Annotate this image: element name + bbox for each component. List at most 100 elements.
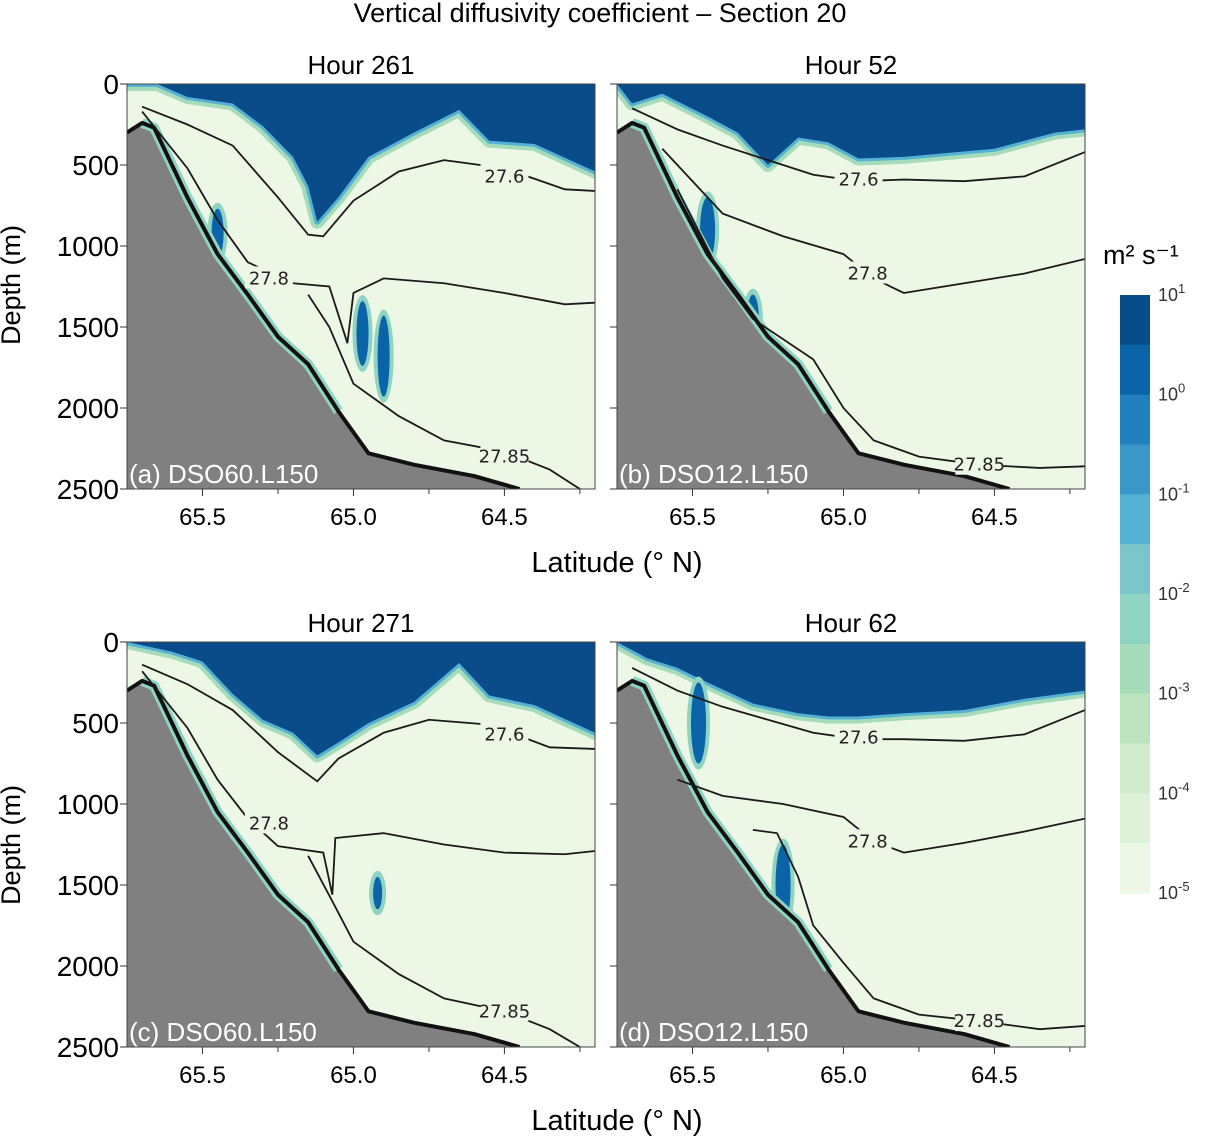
contour-label-bg [480,164,529,187]
diffusivity-patch [373,876,383,910]
y-tick-label: 500 [72,708,119,739]
contour-label-bg [834,167,883,190]
plot-area: 27.6 27.8 27.85 [617,642,1085,1047]
panel-2: 27.6 27.8 27.85 Hour 52 (b) DSO12.L150 65.5 65… [610,50,1086,531]
panel-label: (a) DSO60.L150 [129,459,318,489]
seafloor-outline [617,120,1011,489]
y-tick-label: 2000 [57,393,119,424]
panel-title: Hour 271 [308,608,415,638]
colorbar-tick-label: 10-3 [1158,680,1190,704]
contour-label-bg [834,725,883,748]
colorbar-segment [1120,693,1150,744]
x-tick-label: 65.0 [330,1062,377,1089]
panel-label: (d) DSO12.L150 [619,1017,808,1047]
contour-label: 27.85 [954,455,1006,476]
panel-label: (b) DSO12.L150 [619,459,808,489]
contour-label: 27.8 [848,831,888,852]
colorbar-tick-label: 10-4 [1158,779,1190,803]
plot-area: 27.6 27.8 27.85 [617,84,1085,489]
surface-mixed-layer [617,84,1085,165]
seafloor [617,122,1010,489]
colorbar-segment [1120,843,1150,894]
diffusivity-patch [690,682,707,764]
surface-mixed-layer [617,642,1085,717]
x-tick-label: 65.5 [179,504,226,531]
x-tick-label: 64.5 [481,504,528,531]
y-tick-label: 2500 [57,1032,119,1063]
y-tick-label: 500 [72,150,119,181]
y-tick-label: 1000 [57,789,119,820]
isopycnal-27.8 [141,110,595,344]
isopycnal-27.85 [676,188,1085,469]
seafloor [127,680,520,1047]
x-tick-label: 65.5 [179,1062,226,1089]
colorbar-label: m² s⁻¹ [1103,240,1179,270]
isopycnal-27.8 [141,670,595,895]
contour-label: 27.85 [479,1001,531,1022]
x-axis-label-bottom: Latitude (° N) [531,1105,702,1137]
colorbar: m² s⁻¹ 101 100 10-1 10-2 10-3 10-4 10-5 [1103,240,1190,903]
plot-area: 27.6 27.8 27.85 [127,642,595,1047]
colorbar-segment [1120,544,1150,595]
x-tick-label: 64.5 [481,1062,528,1089]
contour-label: 27.6 [484,166,524,187]
contour-label-bg [843,829,892,852]
colorbar-tick-label: 10-2 [1158,580,1190,604]
diffusivity-patch [377,315,390,397]
figure-title: Vertical diffusivity coefficient – Secti… [354,0,847,28]
contour-label: 27.8 [249,813,289,834]
panel-1: 27.6 27.8 27.85 Hour 261 (a) DSO60.L150 65.5 6… [57,50,596,531]
surface-mixed-layer [127,84,595,222]
plot-area: 27.6 27.8 27.85 [127,84,595,489]
contour-label: 27.85 [954,1011,1006,1032]
colorbar-segment [1120,643,1150,695]
contour-label-bg [955,1009,1004,1032]
colorbar-tick-label: 10-5 [1158,879,1190,903]
diffusivity-patch [356,301,369,366]
contour-label: 27.6 [839,728,879,749]
surface-mixed-layer [127,642,595,756]
colorbar-segment [1120,394,1150,445]
seafloor-outline [617,678,1011,1047]
contour-label-bg [480,444,529,467]
contour-label: 27.6 [839,170,879,191]
contour-label: 27.85 [479,447,531,468]
panel-frame [126,83,596,490]
colorbar-segment [1120,444,1150,495]
contour-label-bg [244,266,293,289]
panel-3: 27.6 27.8 27.85 Hour 271 (c) DSO60.L150 65.5 6… [57,608,596,1089]
colorbar-tick-label: 10-1 [1158,480,1190,504]
x-tick-label: 65.5 [669,504,716,531]
isopycnal-27.85 [307,294,581,489]
colorbar-tick-label: 100 [1158,381,1185,405]
contour-label-bg [955,452,1004,475]
panel-title: Hour 52 [805,50,898,80]
isopycnal-27.85 [752,829,1085,1031]
x-tick-label: 65.0 [820,1062,867,1089]
y-tick-label: 2500 [57,474,119,505]
x-tick-label: 64.5 [971,1062,1018,1089]
panel-frame [616,83,1086,490]
y-tick-label: 1500 [57,312,119,343]
panels: 27.6 27.8 27.85 Hour 261 (a) DSO60.L150 65.5 6… [57,50,1086,1089]
contour-label-bg [843,261,892,284]
y-tick-label: 1500 [57,870,119,901]
contour-label: 27.8 [249,268,289,289]
colorbar-segment [1120,295,1150,346]
colorbar-segment [1120,494,1150,545]
colorbar-segment [1120,743,1150,794]
isopycnal-27.85 [307,855,581,1047]
panel-4: 27.6 27.8 27.85 Hour 62 (d) DSO12.L150 65.5 65… [610,608,1086,1089]
x-tick-label: 65.0 [330,504,377,531]
y-tick-label: 0 [103,627,119,658]
x-tick-label: 65.5 [669,1062,716,1089]
contour-label: 27.6 [484,724,524,745]
x-tick-label: 64.5 [971,504,1018,531]
colorbar-segment [1120,594,1150,645]
colorbar-segment [1120,344,1150,396]
contour-label-bg [244,811,293,834]
colorbar-segment [1120,793,1150,844]
y-tick-label: 1000 [57,231,119,262]
y-tick-label: 0 [103,69,119,100]
